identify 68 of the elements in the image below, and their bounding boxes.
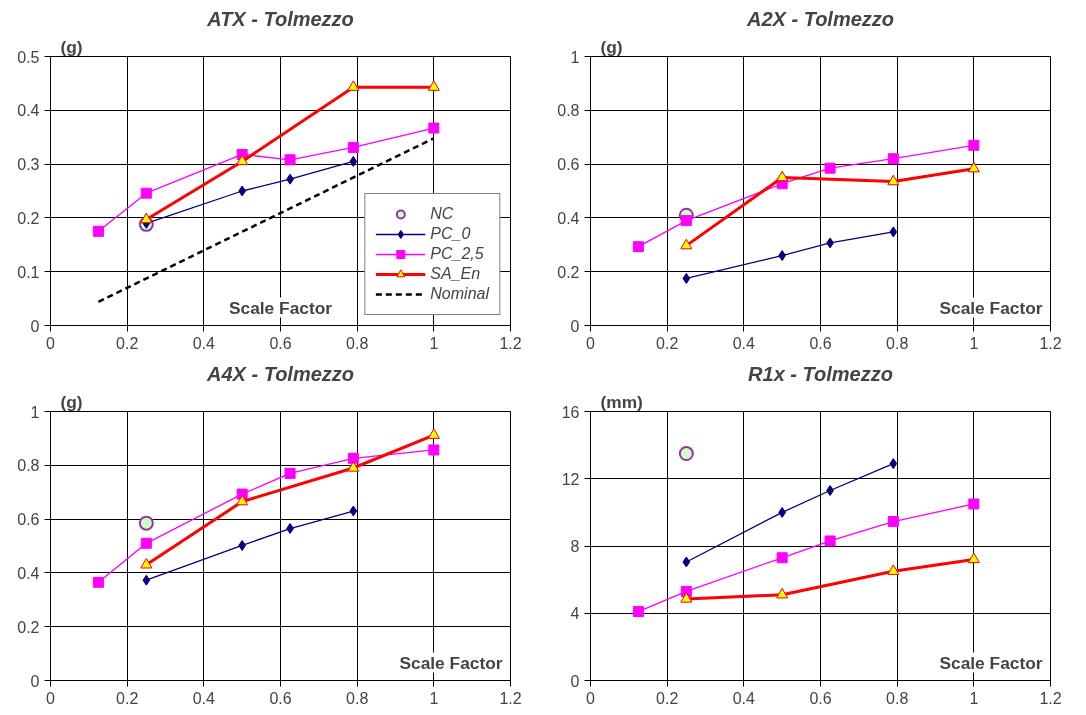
x-tick-label: 0.8 [346,334,369,352]
y-tick-label: 0.4 [17,102,40,120]
x-tick-label: 0.2 [116,689,139,707]
y-tick-label: 4 [570,605,580,623]
x-tick-label: 1.2 [499,689,522,707]
x-tick-label: 0 [586,334,596,352]
x-tick-label: 0.2 [656,334,679,352]
y-tick-label: 0 [570,672,580,690]
y-tick-label: 0.8 [17,457,40,475]
x-tick-label: 0.6 [809,334,832,352]
y-tick-label: 0.5 [17,48,40,66]
x-tick-label: 0.4 [192,689,216,707]
legend-label: SA_En [430,265,481,283]
y-tick-label: 0.2 [17,209,40,227]
x-tick-label: 0 [46,689,56,707]
y-tick-label: 0.3 [17,156,40,174]
y-tick-label: 0.2 [557,263,580,281]
x-tick-label: 0.6 [269,334,292,352]
x-tick-label: 1 [429,689,439,707]
y-tick-label: 0.8 [557,102,580,120]
y-axis-title: (g) [60,391,83,412]
y-tick-label: 0.6 [17,511,40,529]
y-tick-label: 0 [570,317,580,335]
legend-label: PC_2,5 [430,245,484,263]
x-tick-label: 0.2 [116,334,139,352]
y-tick-label: 0 [30,672,40,690]
legend-label: NC [430,205,454,223]
x-tick-label: 0 [46,334,56,352]
x-tick-label: 0.6 [809,689,832,707]
x-axis-title: Scale Factor [939,297,1043,318]
legend-label: PC_0 [430,225,471,243]
x-axis-title: Scale Factor [399,652,503,673]
y-tick-label: 1 [570,48,580,66]
y-tick-label: 0 [30,317,40,335]
y-tick-label: 0.6 [557,156,580,174]
x-tick-label: 0.4 [732,689,756,707]
chart-title: R1x - Tolmezzo [748,362,893,385]
y-tick-label: 1 [30,403,40,421]
y-tick-label: 12 [561,470,580,488]
x-tick-label: 0.2 [656,689,679,707]
x-tick-label: 0.4 [732,334,756,352]
x-tick-label: 0.6 [269,689,292,707]
x-tick-label: 0.8 [886,689,909,707]
y-axis-title: (mm) [600,391,643,412]
x-tick-label: 1.2 [1039,334,1062,352]
y-tick-label: 0.4 [557,209,580,227]
x-tick-label: 1 [969,689,979,707]
x-tick-label: 0.8 [346,689,369,707]
x-tick-label: 0 [586,689,596,707]
x-tick-label: 0.8 [886,334,909,352]
legend-label: Nominal [430,285,489,303]
y-axis-title: (g) [600,36,623,57]
chart-title: A2X - Tolmezzo [745,7,895,30]
x-tick-label: 0.4 [192,334,216,352]
y-tick-label: 0.1 [17,263,40,281]
chart-title: ATX - Tolmezzo [206,7,354,30]
y-tick-label: 0.2 [17,618,40,636]
x-tick-label: 1.2 [499,334,522,352]
y-axis-title: (g) [60,36,83,57]
x-tick-label: 1 [969,334,979,352]
y-tick-label: 0.4 [17,564,40,582]
x-axis-title: Scale Factor [939,652,1043,673]
x-tick-label: 1.2 [1039,689,1062,707]
x-axis-title: Scale Factor [228,297,333,318]
x-tick-label: 1 [429,334,439,352]
y-tick-label: 16 [561,403,580,421]
chart-title: A4X - Tolmezzo [205,362,355,385]
y-tick-label: 8 [570,538,580,555]
